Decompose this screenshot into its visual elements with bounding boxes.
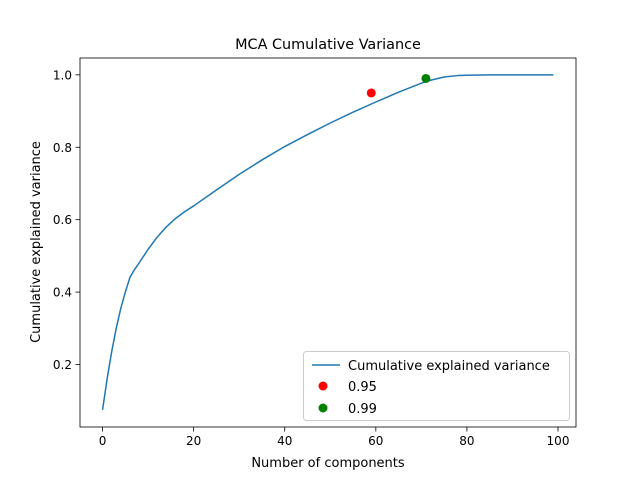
x-axis-label: Number of components (251, 456, 405, 471)
legend-marker-099 (318, 403, 328, 413)
legend-label-099: 0.99 (348, 402, 377, 417)
scatter-point-099 (421, 73, 431, 83)
x-tick-label: 20 (186, 434, 201, 448)
y-tick-label: 0.4 (53, 286, 72, 300)
y-tick-label: 0.8 (53, 141, 72, 155)
x-tick-label: 60 (368, 434, 383, 448)
x-tick-label: 40 (277, 434, 292, 448)
axes-frame (79, 57, 577, 428)
series-line-cumulative-variance (101, 74, 554, 410)
y-tick-label: 0.6 (53, 213, 72, 227)
legend-label-095: 0.95 (348, 380, 377, 395)
legend-frame (303, 351, 570, 421)
plot-layer (101, 73, 554, 410)
chart-title: MCA Cumulative Variance (235, 37, 421, 53)
y-axis-label: Cumulative explained variance (29, 141, 44, 343)
x-tick-label: 0 (99, 434, 107, 448)
y-tick-label: 0.2 (53, 358, 72, 372)
y-tick-label: 1.0 (53, 68, 72, 82)
legend: Cumulative explained variance 0.95 0.99 (303, 351, 570, 421)
legend-label-line: Cumulative explained variance (348, 359, 550, 374)
legend-marker-095 (318, 381, 328, 391)
axes-layer: 0 20 40 60 80 100 0.2 0.4 0.6 0.8 1.0 (53, 57, 577, 448)
scatter-point-095 (366, 88, 376, 98)
x-tick-label: 80 (459, 434, 474, 448)
x-tick-label: 100 (547, 434, 570, 448)
